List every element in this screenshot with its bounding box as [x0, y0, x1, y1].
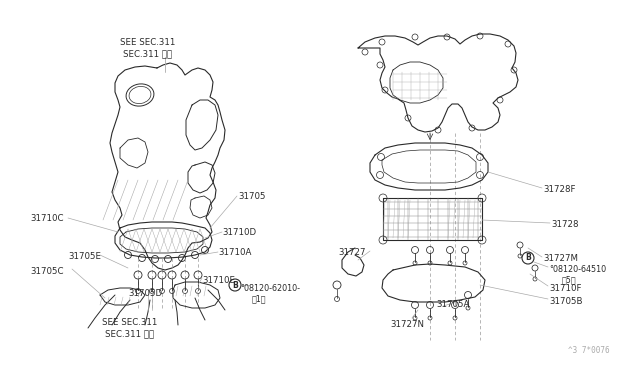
Text: SEC.311 参照: SEC.311 参照 [124, 49, 173, 58]
Text: 31705A: 31705A [436, 300, 469, 309]
Text: 31710F: 31710F [549, 284, 582, 293]
Text: 31727: 31727 [338, 248, 365, 257]
Text: 31728: 31728 [551, 220, 579, 229]
Text: SEE SEC.311: SEE SEC.311 [120, 38, 176, 47]
Text: 31728F: 31728F [543, 185, 575, 194]
Text: 31705B: 31705B [549, 297, 582, 306]
Text: ^3 7*0076: ^3 7*0076 [568, 346, 610, 355]
Text: 31710E: 31710E [202, 276, 235, 285]
Text: B: B [232, 280, 238, 289]
Text: 31710D: 31710D [222, 228, 256, 237]
Text: 31705E: 31705E [68, 252, 101, 261]
Text: °08120-64510: °08120-64510 [549, 265, 606, 274]
Text: °08120-62010-: °08120-62010- [240, 284, 300, 293]
Text: 31705: 31705 [238, 192, 266, 201]
Text: （1）: （1） [252, 294, 266, 303]
Text: 31727N: 31727N [390, 320, 424, 329]
Text: SEC.311 参照: SEC.311 参照 [106, 329, 155, 338]
Text: SEE SEC.311: SEE SEC.311 [102, 318, 157, 327]
Text: 31705D: 31705D [128, 289, 162, 298]
Text: B: B [525, 253, 531, 263]
Text: 31710A: 31710A [218, 248, 252, 257]
Text: 31727M: 31727M [543, 254, 578, 263]
Text: 31710C: 31710C [30, 214, 63, 223]
Text: （5）: （5） [562, 275, 577, 284]
Text: 31705C: 31705C [30, 267, 63, 276]
